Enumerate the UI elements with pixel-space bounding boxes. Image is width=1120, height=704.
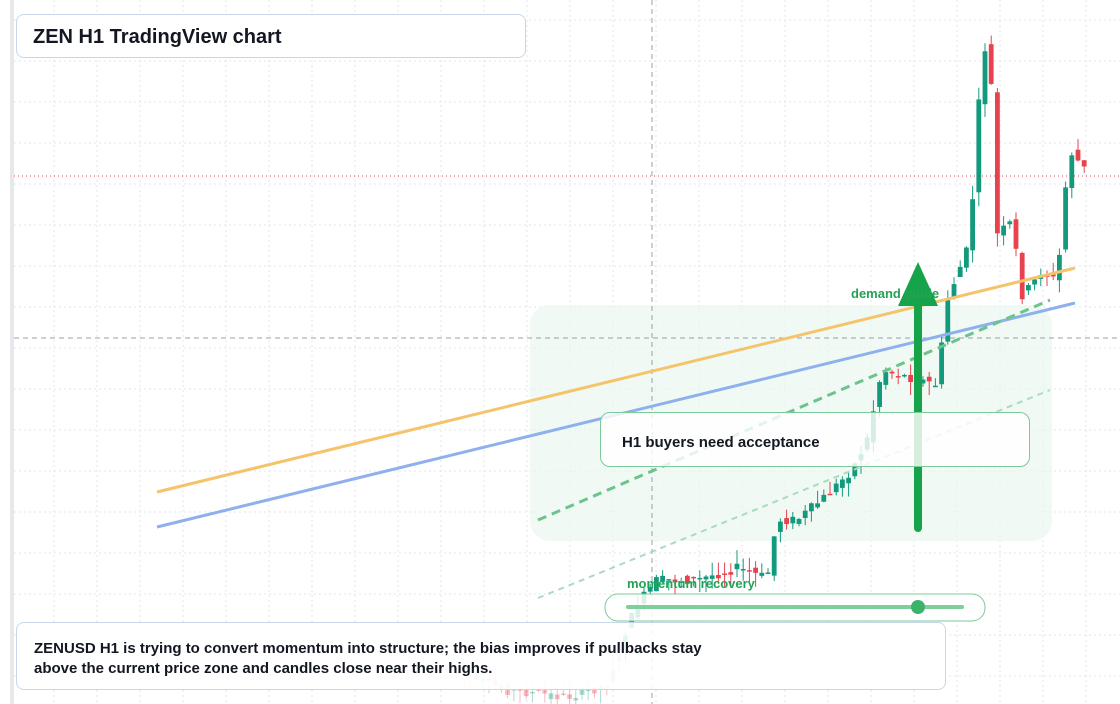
candle-body — [908, 374, 913, 383]
candle-body — [815, 503, 820, 508]
candle-body — [685, 575, 690, 584]
candle-body — [567, 694, 572, 699]
candle-body — [995, 92, 1000, 234]
candle-body — [926, 376, 932, 382]
candle-body — [691, 576, 696, 579]
candle-body — [1013, 219, 1019, 249]
candle-body — [976, 99, 982, 193]
candle-body — [753, 567, 758, 573]
candle-body — [1057, 254, 1062, 281]
candle-body — [970, 199, 975, 251]
candle-body — [728, 572, 734, 575]
candle-body — [716, 574, 721, 579]
arrow-head — [898, 262, 938, 306]
candle-body — [1007, 221, 1013, 225]
candle-body — [964, 247, 969, 268]
candle-body — [1081, 160, 1087, 167]
candle-body — [672, 579, 678, 583]
candle-body — [840, 479, 845, 488]
candle-body — [703, 576, 709, 580]
candle-body — [1075, 149, 1081, 161]
candle-body — [809, 503, 814, 512]
candle-body — [771, 536, 777, 576]
candle-body — [790, 516, 796, 524]
candle-body — [784, 518, 789, 525]
candle-body — [530, 691, 535, 694]
candle-body — [654, 577, 659, 592]
title-box: ZEN H1 TradingView chart — [16, 14, 526, 58]
zone-label: demand guide — [851, 286, 940, 301]
candle-body — [1032, 279, 1037, 285]
candle-body — [678, 581, 684, 583]
candle-body — [548, 693, 554, 699]
candle-body — [1001, 225, 1006, 236]
callout-text: H1 buyers need acceptance — [622, 434, 820, 451]
candle-body — [982, 51, 988, 105]
channel-lower — [537, 389, 1051, 599]
candle-body — [877, 382, 882, 407]
candle-body — [821, 494, 827, 502]
candle-body — [585, 689, 591, 692]
candle-body — [889, 371, 895, 374]
candle-body — [747, 570, 752, 572]
candle-body — [536, 689, 541, 691]
candle-body — [933, 385, 938, 388]
candle-body — [951, 284, 957, 299]
candle-body — [945, 298, 951, 342]
candle-body — [778, 521, 783, 532]
candle-body — [765, 572, 771, 574]
candle-body — [573, 697, 579, 701]
candle-body — [939, 342, 944, 385]
candle-body — [592, 688, 597, 694]
candle-body — [554, 694, 560, 700]
candle-body — [1050, 273, 1056, 277]
candle-body — [846, 477, 851, 484]
candle-body — [660, 575, 665, 582]
chart-title: ZEN H1 TradingView chart — [33, 26, 282, 48]
candle-body — [759, 572, 765, 576]
candle-body — [802, 510, 808, 519]
slider-knob — [911, 600, 925, 614]
description: ZENUSD H1 is trying to convert momentum … — [34, 640, 702, 677]
callout: H1 buyers need acceptance — [600, 412, 1030, 467]
candle-body — [796, 519, 802, 524]
candle-body — [827, 493, 833, 496]
candle-body — [666, 579, 672, 581]
candle-body — [647, 587, 653, 592]
left-edge — [10, 0, 14, 704]
slider-label: momentum recovery — [627, 576, 755, 591]
candle-body — [740, 568, 746, 571]
candle-body — [895, 376, 901, 378]
candle-body — [988, 44, 994, 84]
candle-body — [957, 266, 963, 278]
candle-body — [1069, 155, 1075, 189]
candle-body — [920, 379, 926, 384]
candle-body — [523, 688, 529, 697]
candle-body — [697, 577, 703, 580]
candle-body — [1026, 285, 1031, 291]
description-box: ZENUSD H1 is trying to convert momentum … — [16, 622, 946, 690]
candle-body — [883, 372, 889, 385]
candle-body — [561, 693, 566, 696]
candle-body — [1063, 187, 1068, 250]
candle-body — [734, 563, 740, 570]
candle-body — [902, 374, 907, 377]
candle-body — [709, 575, 715, 579]
channel-upper — [537, 298, 1051, 522]
candle-body — [542, 689, 548, 694]
candle-body — [722, 573, 727, 575]
candle-body — [579, 687, 585, 695]
candle-body — [1019, 252, 1025, 300]
candle-body — [833, 483, 839, 493]
candle-body — [517, 689, 523, 691]
